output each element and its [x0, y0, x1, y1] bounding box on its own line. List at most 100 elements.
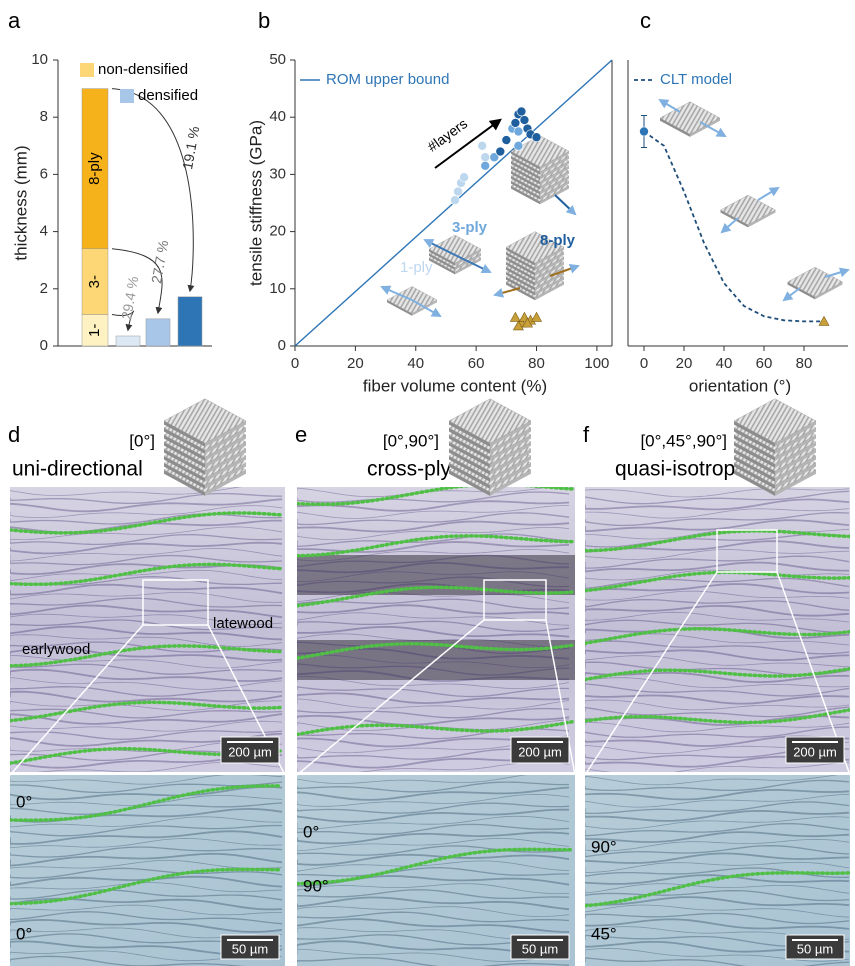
point	[454, 187, 463, 196]
model-curve	[644, 132, 824, 322]
panel-label: c	[640, 8, 651, 33]
laminate-icon	[164, 399, 246, 496]
bar	[178, 297, 202, 346]
point	[460, 173, 469, 182]
segment-label: 3-	[86, 275, 103, 288]
panel-label: e	[295, 422, 307, 447]
scale-bar-label: 50 µm	[797, 941, 833, 956]
layer-top	[721, 195, 776, 225]
direction-arrow	[495, 288, 520, 295]
point	[511, 118, 520, 127]
y-tick-label: 0	[40, 337, 48, 354]
direction-arrow	[825, 270, 848, 277]
y-tick-label: 40	[269, 108, 286, 125]
layup-name: uni-directional	[12, 458, 143, 481]
point	[451, 196, 460, 205]
x-tick-label: 0	[640, 355, 648, 372]
point	[520, 116, 529, 125]
bar	[146, 319, 170, 346]
y-axis-label: tensile stiffness (GPa)	[246, 120, 265, 286]
y-tick-label: 6	[40, 165, 48, 182]
point	[514, 141, 523, 150]
layer-top	[660, 102, 720, 134]
x-tick-label: 60	[468, 355, 485, 372]
series-label: 3-ply	[452, 219, 488, 236]
y-tick-label: 8	[40, 108, 48, 125]
orientation-label: 90°	[303, 876, 329, 895]
legend-swatch	[80, 63, 94, 77]
x-axis-label: fiber volume content (%)	[363, 376, 547, 395]
orientation-label: 0°	[303, 822, 319, 841]
y-tick-label: 0	[278, 337, 286, 354]
point	[502, 136, 511, 145]
region-label: earlywood	[22, 641, 90, 658]
reduction-label: 29.4 %	[118, 275, 141, 321]
x-axis-label: orientation (°)	[689, 376, 791, 395]
scale-bar-label: 50 µm	[522, 941, 558, 956]
y-axis-label: thickness (mm)	[11, 145, 30, 260]
x-tick-label: 40	[407, 355, 424, 372]
layup-name: cross-ply	[367, 458, 452, 481]
scale-bar-label: 200 µm	[793, 744, 837, 759]
x-tick-label: 20	[347, 355, 364, 372]
laminate-icon	[660, 102, 720, 137]
y-tick-label: 4	[40, 223, 48, 240]
panel-label: a	[8, 8, 21, 33]
orientation-label: 0°	[16, 792, 32, 811]
x-tick-label: 80	[528, 355, 545, 372]
x-tick-label: 100	[584, 355, 609, 372]
point	[517, 107, 526, 116]
direction-arrow	[758, 188, 778, 200]
series-label: 1-ply	[400, 259, 433, 276]
region-label: latewood	[213, 615, 273, 632]
orientation-label: 0°	[16, 924, 32, 943]
direction-arrow	[784, 288, 800, 300]
point	[496, 147, 505, 156]
direction-arrow	[722, 218, 738, 232]
triangle-point	[819, 316, 829, 325]
y-tick-label: 20	[269, 223, 286, 240]
segment-label: 8-ply	[86, 152, 103, 185]
series-label: 8-ply	[540, 232, 576, 249]
y-tick-label: 50	[269, 51, 286, 68]
panel-label: b	[258, 8, 270, 33]
x-tick-label: 0	[291, 355, 299, 372]
arrow-label: #layers	[424, 115, 470, 154]
reduction-label: 19.1 %	[179, 125, 202, 171]
micrograph	[297, 484, 575, 774]
legend-label: densified	[138, 87, 198, 104]
legend-label: CLT model	[660, 71, 732, 88]
layup-label: [0°]	[129, 431, 155, 450]
x-tick-label: 20	[676, 355, 693, 372]
point	[481, 153, 490, 162]
bar	[116, 336, 140, 346]
point	[514, 127, 523, 136]
y-tick-label: 2	[40, 280, 48, 297]
point	[640, 127, 649, 136]
segment-label: 1-	[86, 324, 103, 337]
reduction-label: 27.7 %	[148, 239, 171, 285]
point	[481, 161, 490, 170]
layup-label: [0°,45°,90°]	[640, 431, 727, 450]
layup-name: quasi-isotropic	[615, 458, 750, 481]
panel-label: f	[583, 422, 590, 447]
x-tick-label: 80	[796, 355, 813, 372]
x-tick-label: 40	[716, 355, 733, 372]
layup-label: [0°,90°]	[383, 431, 439, 450]
orientation-label: 90°	[591, 837, 617, 856]
point	[532, 133, 541, 142]
x-tick-label: 60	[756, 355, 773, 372]
panel-label: d	[8, 422, 20, 447]
scale-bar-label: 50 µm	[232, 941, 268, 956]
laminate-icon	[721, 195, 776, 227]
direction-arrow	[660, 100, 680, 112]
scale-bar-label: 200 µm	[228, 744, 272, 759]
y-tick-label: 10	[269, 280, 286, 297]
laminate-icon	[449, 399, 531, 496]
orientation-label: 45°	[591, 924, 617, 943]
figure: a 0 2 4 6 8 10 thickness (mm) 1- 3- 8-ply 29.4 % 27.…	[0, 0, 855, 966]
laminate-icon	[734, 399, 816, 496]
y-tick-label: 10	[31, 51, 48, 68]
direction-arrow	[555, 195, 575, 214]
y-tick-label: 30	[269, 165, 286, 182]
